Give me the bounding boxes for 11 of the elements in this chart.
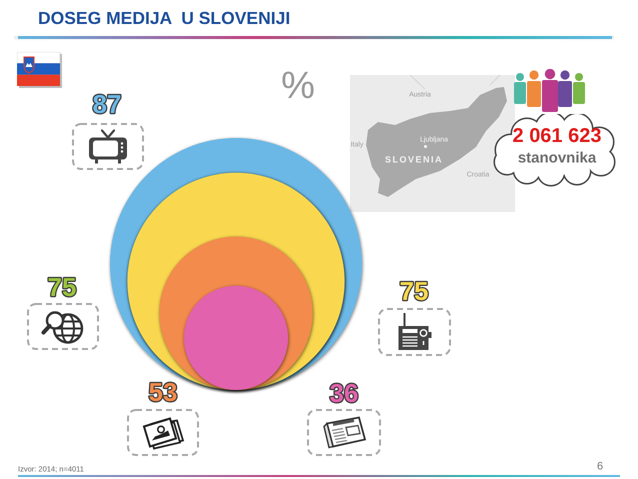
data-label: 53 xyxy=(148,377,178,408)
data-label: 87 xyxy=(92,89,122,120)
data-label: 75 xyxy=(400,276,428,306)
data-label: 36 xyxy=(330,378,358,408)
text: 6 xyxy=(596,460,604,472)
text: 2 061 623 xyxy=(512,125,602,147)
text: % xyxy=(281,65,315,107)
text: DOSEG MEDIJA U SLOVENIJI xyxy=(38,8,290,28)
data-label: 75 xyxy=(48,272,76,302)
text: stanovnika xyxy=(518,150,596,166)
text: SLOVENIA xyxy=(384,154,444,164)
